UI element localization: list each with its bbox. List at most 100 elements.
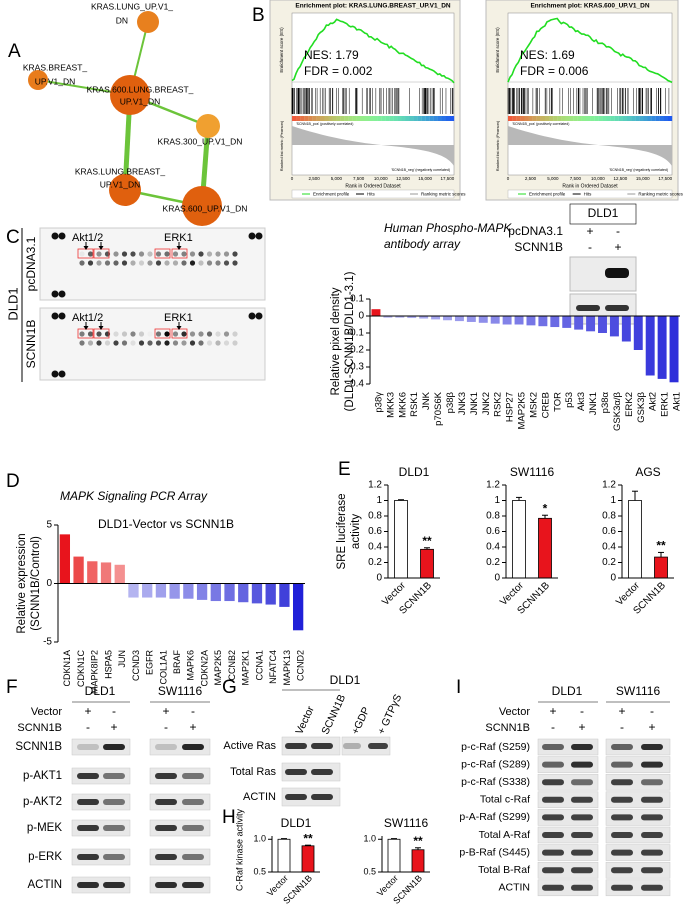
- gsea-legend-box: [291, 189, 455, 199]
- blot-strip: [149, 876, 211, 894]
- bar: [574, 316, 584, 330]
- gsea-rank-bar: [385, 116, 390, 121]
- chart-title: SW1116: [510, 465, 555, 479]
- bar: [657, 316, 667, 379]
- band: [103, 825, 125, 831]
- x-tick-label: MAPK13: [282, 650, 292, 686]
- gsea-metric: [508, 126, 672, 166]
- y-tick-label: 0: [358, 311, 364, 322]
- band: [641, 884, 663, 891]
- gsea-rank-bar: [320, 116, 325, 121]
- node-label: KRAS.300_UP.V1_DN: [158, 136, 243, 146]
- array-spot: [206, 260, 213, 266]
- band: [155, 744, 177, 750]
- array-spot: [172, 251, 179, 257]
- condition-sign: -: [164, 720, 168, 734]
- bar: [562, 316, 572, 328]
- y-tick-label: -0.3: [347, 362, 365, 373]
- array-ref-spot: [248, 232, 256, 240]
- inset-sign: +: [614, 240, 621, 254]
- gsea-rank-bar: [360, 116, 366, 121]
- blot-strip: [605, 773, 671, 791]
- blot-row-label: ACTIN: [499, 882, 531, 894]
- y-axis-label: C-Raf kinase activity: [234, 808, 244, 891]
- blot-row-label: p-c-Raf (S338): [461, 776, 530, 788]
- array-spot: [79, 331, 85, 337]
- band: [576, 305, 600, 311]
- array-spot: [155, 331, 162, 337]
- gsea-rank-bar: [659, 116, 664, 121]
- gsea-rank-bar: [581, 116, 587, 121]
- y-tick-label: 1: [494, 495, 500, 506]
- bar: [183, 583, 194, 599]
- array-spot: [181, 331, 187, 337]
- bar: [395, 316, 405, 318]
- x-tick-label: RSK1: [409, 392, 420, 417]
- array-row-label: SCNN1B: [24, 320, 38, 369]
- bar: [394, 500, 408, 579]
- y-tick-label: 0.1: [350, 294, 364, 305]
- gsea-rank-bar: [437, 116, 442, 121]
- condition-label: Vector: [31, 706, 63, 718]
- band: [611, 761, 633, 768]
- band: [571, 779, 593, 786]
- x-tick-label: RSK2: [493, 392, 504, 417]
- gsea-rank-bar: [352, 116, 357, 121]
- blot-row-label: p-AKT1: [23, 770, 62, 782]
- bar: [419, 316, 429, 319]
- gsea-rank-bar: [614, 116, 619, 121]
- bar: [224, 583, 235, 602]
- y-axis-label: activity: [350, 514, 362, 549]
- array-title: Human Phospho-MAPK: [384, 221, 512, 235]
- bar: [301, 845, 315, 873]
- array-spot: [147, 331, 153, 337]
- gsea-rank-bar: [377, 116, 382, 121]
- chart-title: DLD1: [281, 816, 312, 830]
- x-tick-label: p53: [564, 392, 575, 408]
- y-tick-label: 0: [610, 573, 616, 584]
- gsea-rank-bar: [450, 116, 455, 121]
- group-label: SW1116: [616, 684, 661, 698]
- node-label: KRAS.600.LUNG.BREAST_: [87, 84, 194, 94]
- blot-strip: [605, 738, 671, 756]
- condition-sign: +: [578, 720, 585, 734]
- array-spot: [79, 251, 85, 257]
- gsea-metric: [292, 126, 454, 166]
- array-ref-spot: [51, 312, 59, 320]
- gsea-rank-bar: [421, 116, 426, 121]
- gsea-xtick: 0: [291, 176, 294, 181]
- blot-strip: [537, 826, 599, 844]
- gsea-nes: NES: 1.69: [520, 48, 575, 62]
- band: [542, 832, 564, 838]
- array-ref-spot: [58, 290, 66, 298]
- y-axis-label: Relative expression: [16, 533, 28, 633]
- y-tick-label: 0.4: [486, 542, 500, 553]
- y-tick-label: 0.2: [486, 557, 500, 568]
- x-tick-label: CREB: [540, 392, 551, 418]
- band: [641, 814, 663, 821]
- condition-sign: +: [189, 720, 196, 734]
- band: [605, 305, 629, 311]
- gsea-rank-bar: [397, 116, 402, 121]
- x-tick-label: JNK3: [457, 392, 468, 415]
- blot-strip: [71, 738, 131, 756]
- gsea-rank-bar: [540, 116, 546, 121]
- gsea-rank-bar: [618, 116, 623, 121]
- blot-strip: [71, 848, 131, 866]
- gsea-xtick: 5,000: [547, 176, 559, 181]
- y-tick-label: 0: [376, 573, 382, 584]
- bar: [251, 583, 263, 604]
- array-spot: [198, 260, 204, 266]
- gsea-rank-bar: [348, 116, 353, 121]
- gsea-title: Enrichment plot: KRAS.600_UP.V1_DN: [530, 3, 649, 10]
- array-marker: ERK1: [164, 232, 193, 244]
- bar: [669, 316, 679, 383]
- highlight-box: [154, 248, 171, 259]
- array-ref-spot: [58, 232, 66, 240]
- group-label: DLD1: [552, 684, 583, 698]
- blot-strip: [605, 861, 671, 879]
- array-spot: [232, 260, 238, 266]
- array-spot: [215, 340, 221, 346]
- arrow-head: [98, 246, 104, 250]
- gsea-rank-bar: [549, 116, 554, 121]
